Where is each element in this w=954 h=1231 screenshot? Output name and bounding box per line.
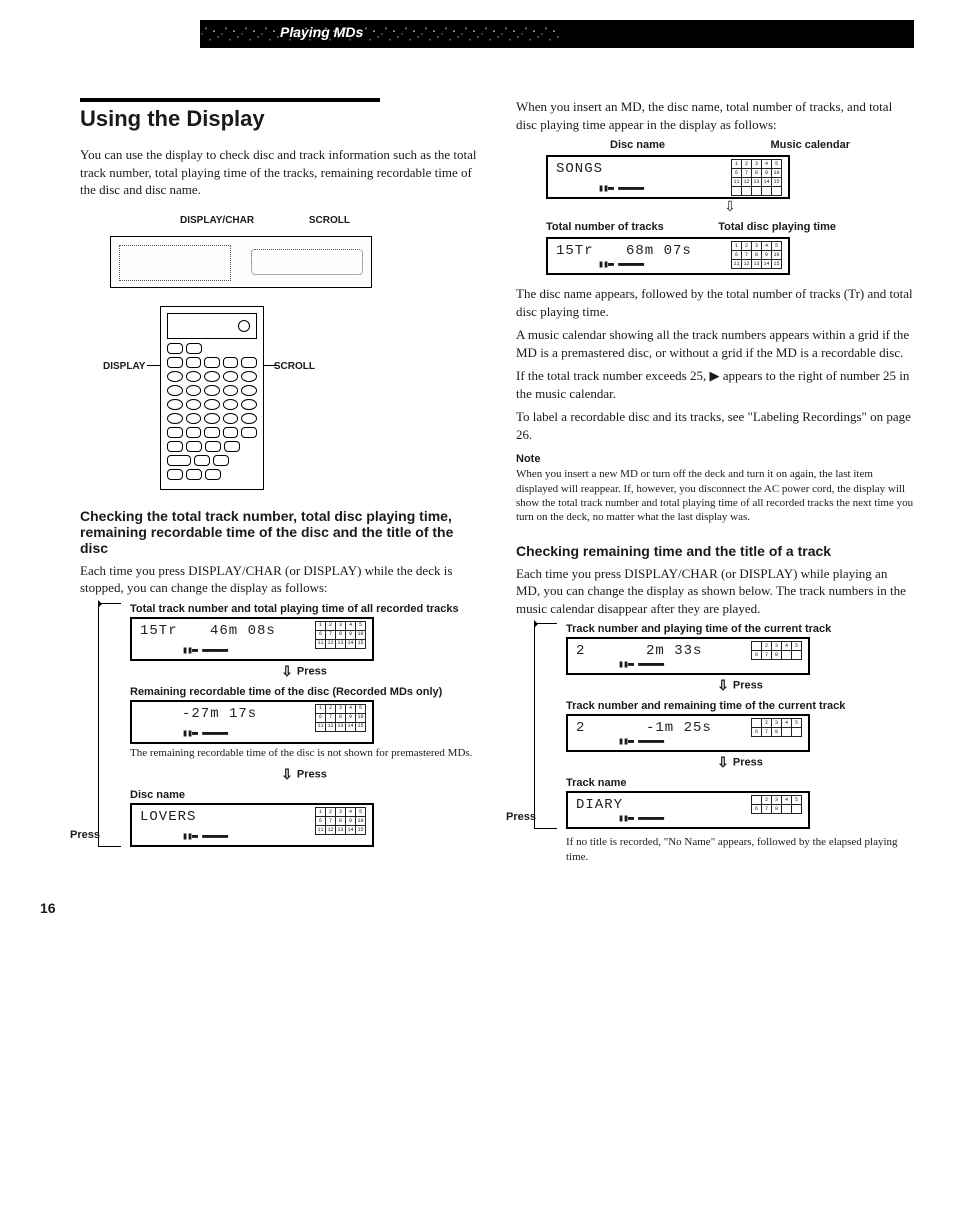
down-arrow-icon: ⇩ — [546, 201, 914, 215]
right-flow: Press Track number and playing time of t… — [566, 623, 914, 829]
section-title: Using the Display — [80, 106, 478, 132]
lcd-text-tracks: 15Tr — [140, 623, 178, 639]
flow-caption-3: Disc name — [130, 789, 478, 801]
press-side-label: Press — [70, 829, 100, 841]
manual-page: Playing MDs Using the Display You can us… — [0, 0, 954, 956]
flow-note-2: The remaining recordable time of the dis… — [130, 746, 478, 760]
lcd-text-tracknum: 2 — [576, 720, 585, 736]
content-columns: Using the Display You can use the displa… — [80, 98, 914, 870]
music-calendar-icon: 12345 678910 1112131415 — [731, 159, 782, 196]
callout-line-left — [147, 365, 161, 366]
chapter-header: Playing MDs — [200, 20, 914, 48]
deck-label-scroll: SCROLL — [309, 215, 350, 226]
label-total-time: Total disc playing time — [718, 221, 836, 233]
level-meter-icon: ▮▮▬ ▬▬▬▬▬ — [182, 831, 227, 842]
right-p3: If the total track number exceeds 25, ▶ … — [516, 367, 914, 402]
flow-tail-note: If no title is recorded, "No Name" appea… — [566, 835, 914, 864]
level-meter-icon: ▮▮▬ ▬▬▬▬▬ — [182, 645, 227, 656]
lcd-text-trackname: DIARY — [576, 797, 623, 813]
right-column: When you insert an MD, the disc name, to… — [516, 98, 914, 870]
remote-sensor-icon — [238, 320, 250, 332]
level-meter-icon: ▮▮▬ ▬▬▬▬▬ — [598, 183, 643, 194]
label-disc-name: Disc name — [610, 139, 665, 151]
lcd-track-playing: 2 2m 33s 2345 678 ▮▮▬ ▬▬▬▬▬ — [566, 637, 810, 675]
down-arrow-icon: ⇩ — [717, 677, 729, 694]
remote-window — [167, 313, 257, 339]
callout-line-right — [263, 365, 277, 366]
down-arrow-icon: ⇩ — [281, 766, 293, 783]
subheading-check-track: Checking remaining time and the title of… — [516, 543, 914, 559]
flow-caption-r1: Track number and playing time of the cur… — [566, 623, 914, 635]
lcd-track-name: DIARY 2345 678 ▮▮▬ ▬▬▬▬▬ — [566, 791, 810, 829]
lcd-text-remaining: -1m 25s — [646, 720, 712, 736]
right-intro: When you insert an MD, the disc name, to… — [516, 98, 914, 133]
flow-caption-r3: Track name — [566, 777, 914, 789]
deck-illustration: DISPLAY/CHAR SCROLL — [110, 215, 370, 288]
music-calendar-icon: 2345 678 — [751, 795, 802, 814]
level-meter-icon: ▮▮▬ ▬▬▬▬▬ — [598, 259, 643, 270]
lcd-track-remaining: 2 -1m 25s 2345 678 ▮▮▬ ▬▬▬▬▬ — [566, 714, 810, 752]
lcd-text-remaining: -27m 17s — [182, 706, 257, 722]
lcd-remaining-time: -27m 17s 12345 678910 1112131415 ▮▮▬ ▬▬▬… — [130, 700, 374, 744]
flow-press-r1: ⇩Press — [566, 677, 914, 694]
flow-press-1: ⇩Press — [130, 663, 478, 680]
paragraph-display-cycle: Each time you press DISPLAY/CHAR (or DIS… — [80, 562, 478, 597]
flow-press-r2: ⇩Press — [566, 754, 914, 771]
deck-label-display-char: DISPLAY/CHAR — [180, 215, 254, 226]
flow-caption-r2: Track number and remaining time of the c… — [566, 700, 914, 712]
right-p4: To label a recordable disc and its track… — [516, 408, 914, 443]
note-heading: Note — [516, 453, 914, 465]
flow-caption-1: Total track number and total playing tim… — [130, 603, 478, 615]
level-meter-icon: ▮▮▬ ▬▬▬▬▬ — [618, 736, 663, 747]
music-calendar-icon: 12345 678910 1112131415 — [731, 241, 782, 269]
remote-label-scroll: SCROLL — [274, 361, 315, 373]
level-meter-icon: ▮▮▬ ▬▬▬▬▬ — [182, 728, 227, 739]
remote-label-display: DISPLAY — [103, 361, 145, 373]
lcd-text-songs: SONGS — [556, 161, 603, 177]
subheading-check-total: Checking the total track number, total d… — [80, 508, 478, 556]
press-side-label: Press — [506, 811, 536, 823]
label-music-calendar: Music calendar — [771, 139, 850, 151]
right-p1: The disc name appears, followed by the t… — [516, 285, 914, 320]
lcd-text-time: 46m 08s — [210, 623, 276, 639]
header-texture — [200, 20, 560, 48]
flow-press-2: ⇩Press — [130, 766, 478, 783]
music-calendar-icon: 12345 678910 1112131415 — [315, 621, 366, 649]
down-arrow-icon: ⇩ — [281, 663, 293, 680]
left-column: Using the Display You can use the displa… — [80, 98, 478, 870]
flow-loop-line — [534, 623, 557, 829]
intro-paragraph: You can use the display to check disc an… — [80, 146, 478, 199]
lcd-text-discname: LOVERS — [140, 809, 196, 825]
music-calendar-icon: 12345 678910 1112131415 — [315, 807, 366, 835]
page-number: 16 — [40, 900, 914, 916]
lcd-disc-name: LOVERS 12345 678910 1112131415 ▮▮▬ ▬▬▬▬▬ — [130, 803, 374, 847]
level-meter-icon: ▮▮▬ ▬▬▬▬▬ — [618, 813, 663, 824]
lcd-insert-top: SONGS 12345 678910 1112131415 ▮▮▬ ▬▬▬▬▬ — [546, 155, 790, 199]
label-total-tracks: Total number of tracks — [546, 221, 664, 233]
music-calendar-icon: 12345 678910 1112131415 — [315, 704, 366, 732]
left-flow: Press Total track number and total playi… — [130, 603, 478, 847]
note-body: When you insert a new MD or turn off the… — [516, 467, 914, 524]
remote-outline: DISPLAY SCROLL — [160, 306, 264, 490]
right-p5: Each time you press DISPLAY/CHAR (or DIS… — [516, 565, 914, 618]
section-rule — [80, 98, 380, 102]
lcd-text-tracks: 15Tr — [556, 243, 594, 259]
lcd-total-tracks: 15Tr 46m 08s 12345 678910 1112131415 ▮▮▬… — [130, 617, 374, 661]
flow-caption-2: Remaining recordable time of the disc (R… — [130, 686, 478, 698]
lcd-text-time: 68m 07s — [626, 243, 692, 259]
music-calendar-icon: 2345 678 — [751, 641, 802, 660]
remote-illustration: DISPLAY SCROLL — [160, 306, 270, 490]
level-meter-icon: ▮▮▬ ▬▬▬▬▬ — [618, 659, 663, 670]
down-arrow-icon: ⇩ — [717, 754, 729, 771]
lcd-text-tracknum: 2 — [576, 643, 585, 659]
insert-display-block: Disc name Music calendar SONGS 12345 678… — [546, 139, 914, 275]
music-calendar-icon: 2345 678 — [751, 718, 802, 737]
flow-loop-line — [98, 603, 121, 847]
deck-outline — [110, 236, 372, 288]
chapter-title: Playing MDs — [280, 24, 363, 40]
right-p2: A music calendar showing all the track n… — [516, 326, 914, 361]
lcd-text-time: 2m 33s — [646, 643, 702, 659]
lcd-insert-bottom: 15Tr 68m 07s 12345 678910 1112131415 ▮▮▬… — [546, 237, 790, 275]
